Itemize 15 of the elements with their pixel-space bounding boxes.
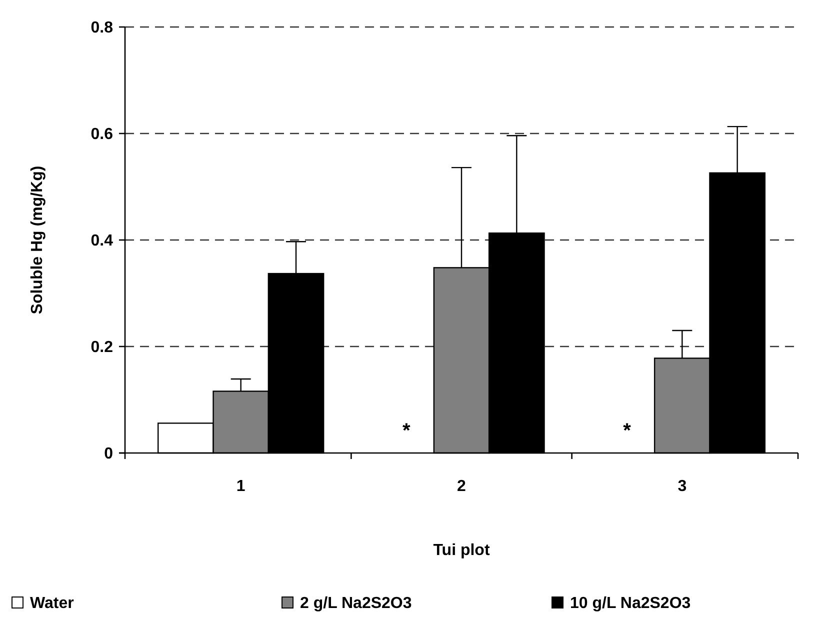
- y-axis-title: Soluble Hg (mg/Kg): [29, 166, 46, 314]
- y-tick-label: 0.8: [90, 20, 114, 37]
- legend-label: Water: [30, 595, 74, 612]
- x-tick-label: 2: [457, 478, 466, 495]
- legend-label: 10 g/L Na2S2O3: [570, 595, 691, 612]
- y-tick-label: 0: [104, 446, 114, 463]
- legend-label: 2 g/L Na2S2O3: [300, 595, 412, 612]
- y-tick-label: 0.2: [90, 339, 114, 356]
- annotation: *: [623, 420, 632, 442]
- x-tick-label: 3: [678, 478, 687, 495]
- x-tick-label: 1: [236, 478, 246, 495]
- annotation: *: [402, 420, 410, 442]
- y-tick-label: 0.6: [90, 126, 114, 144]
- y-tick-label: 0.4: [90, 232, 114, 250]
- x-axis-title: Tui plot: [433, 542, 490, 559]
